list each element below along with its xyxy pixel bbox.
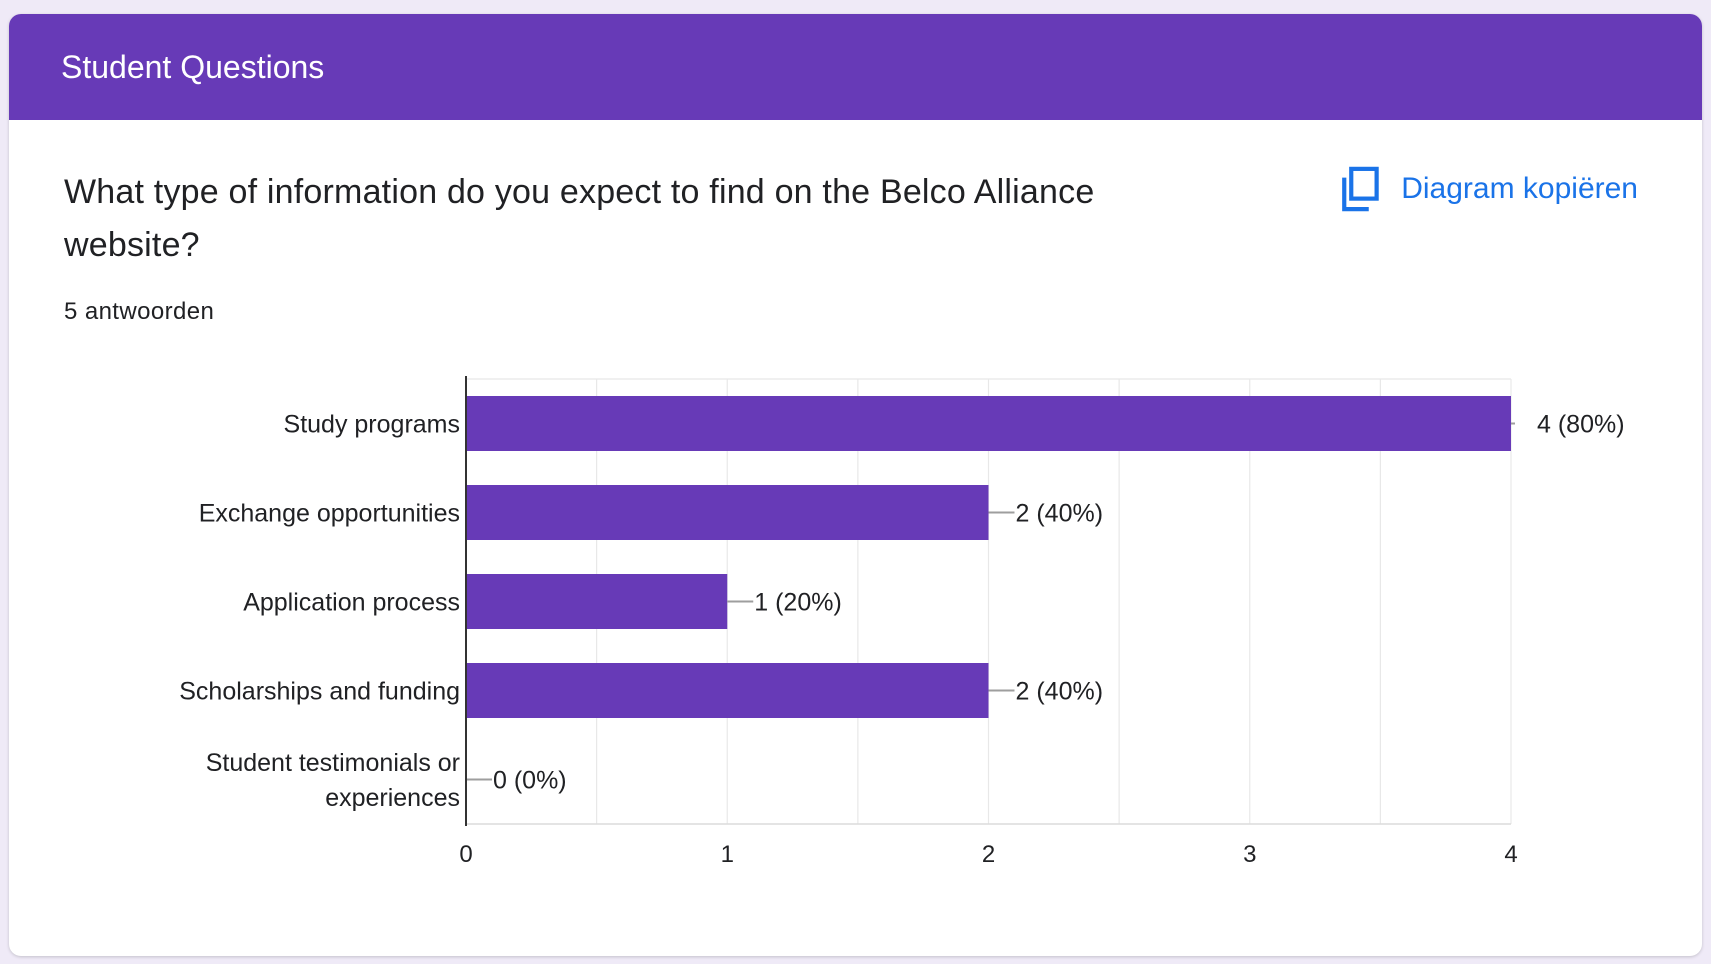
question-title: What type of information do you expect t…	[64, 173, 1095, 264]
section-header: Student Questions	[9, 14, 1702, 120]
bar	[466, 663, 989, 718]
category-label: Study programs	[284, 411, 460, 439]
x-tick-label: 0	[459, 841, 472, 868]
response-count: 5 antwoorden	[64, 298, 215, 325]
chart-card: Student Questions What type of informati…	[9, 14, 1702, 956]
x-tick-label: 1	[721, 841, 734, 868]
copy-chart-button[interactable]: Diagram kopiëren	[1339, 166, 1638, 212]
x-tick-label: 2	[982, 841, 995, 868]
bar	[466, 485, 989, 540]
data-label: 1 (20%)	[754, 589, 842, 617]
category-label: experiences	[325, 784, 460, 812]
data-label: 0 (0%)	[493, 767, 567, 795]
data-label: 4 (80%)	[1537, 411, 1625, 439]
category-label: Student testimonials or	[206, 749, 460, 777]
category-label: Exchange opportunities	[199, 500, 460, 528]
copy-icon	[1342, 166, 1379, 212]
data-label: 2 (40%)	[1016, 500, 1104, 528]
x-tick-label: 4	[1504, 841, 1517, 868]
copy-chart-label: Diagram kopiëren	[1401, 172, 1638, 205]
data-label: 2 (40%)	[1016, 678, 1104, 706]
bar	[466, 574, 728, 629]
bar	[466, 396, 1511, 451]
section-title: Student Questions	[61, 48, 325, 85]
bar-chart: 0 1 2 3 4 Study programs 4 (80%) Exchange oppor…	[179, 376, 1625, 868]
category-label: Application process	[243, 589, 460, 617]
x-tick-label: 3	[1243, 841, 1256, 868]
category-label: Scholarships and funding	[179, 678, 460, 706]
